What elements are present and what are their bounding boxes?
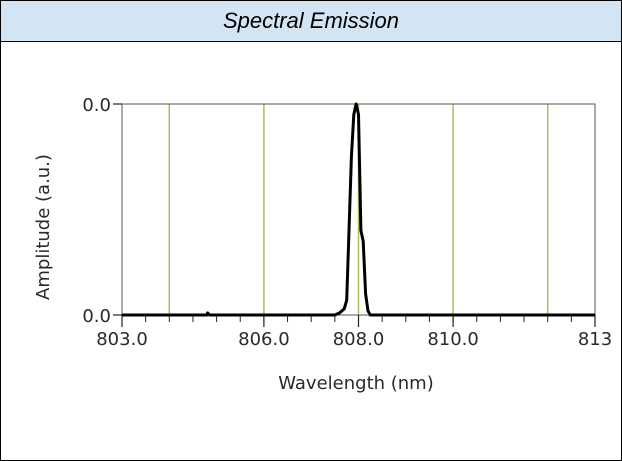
series-line	[122, 102, 595, 317]
x-tick-label: 813	[578, 329, 612, 350]
y-tick-label: 0.0	[82, 95, 111, 116]
x-tick-label: 806.0	[238, 329, 290, 350]
x-tick-label: 803.0	[96, 329, 148, 350]
y-tick-label: 0.0	[82, 306, 111, 327]
x-tick-label: 810.0	[427, 329, 479, 350]
x-axis-label: Wavelength (nm)	[278, 373, 434, 394]
panel-title: Spectral Emission	[222, 8, 400, 33]
panel-header: Spectral Emission	[1, 1, 621, 42]
x-tick-label: 808.0	[333, 329, 385, 350]
y-axis-label: Amplitude (a.u.)	[33, 154, 54, 300]
